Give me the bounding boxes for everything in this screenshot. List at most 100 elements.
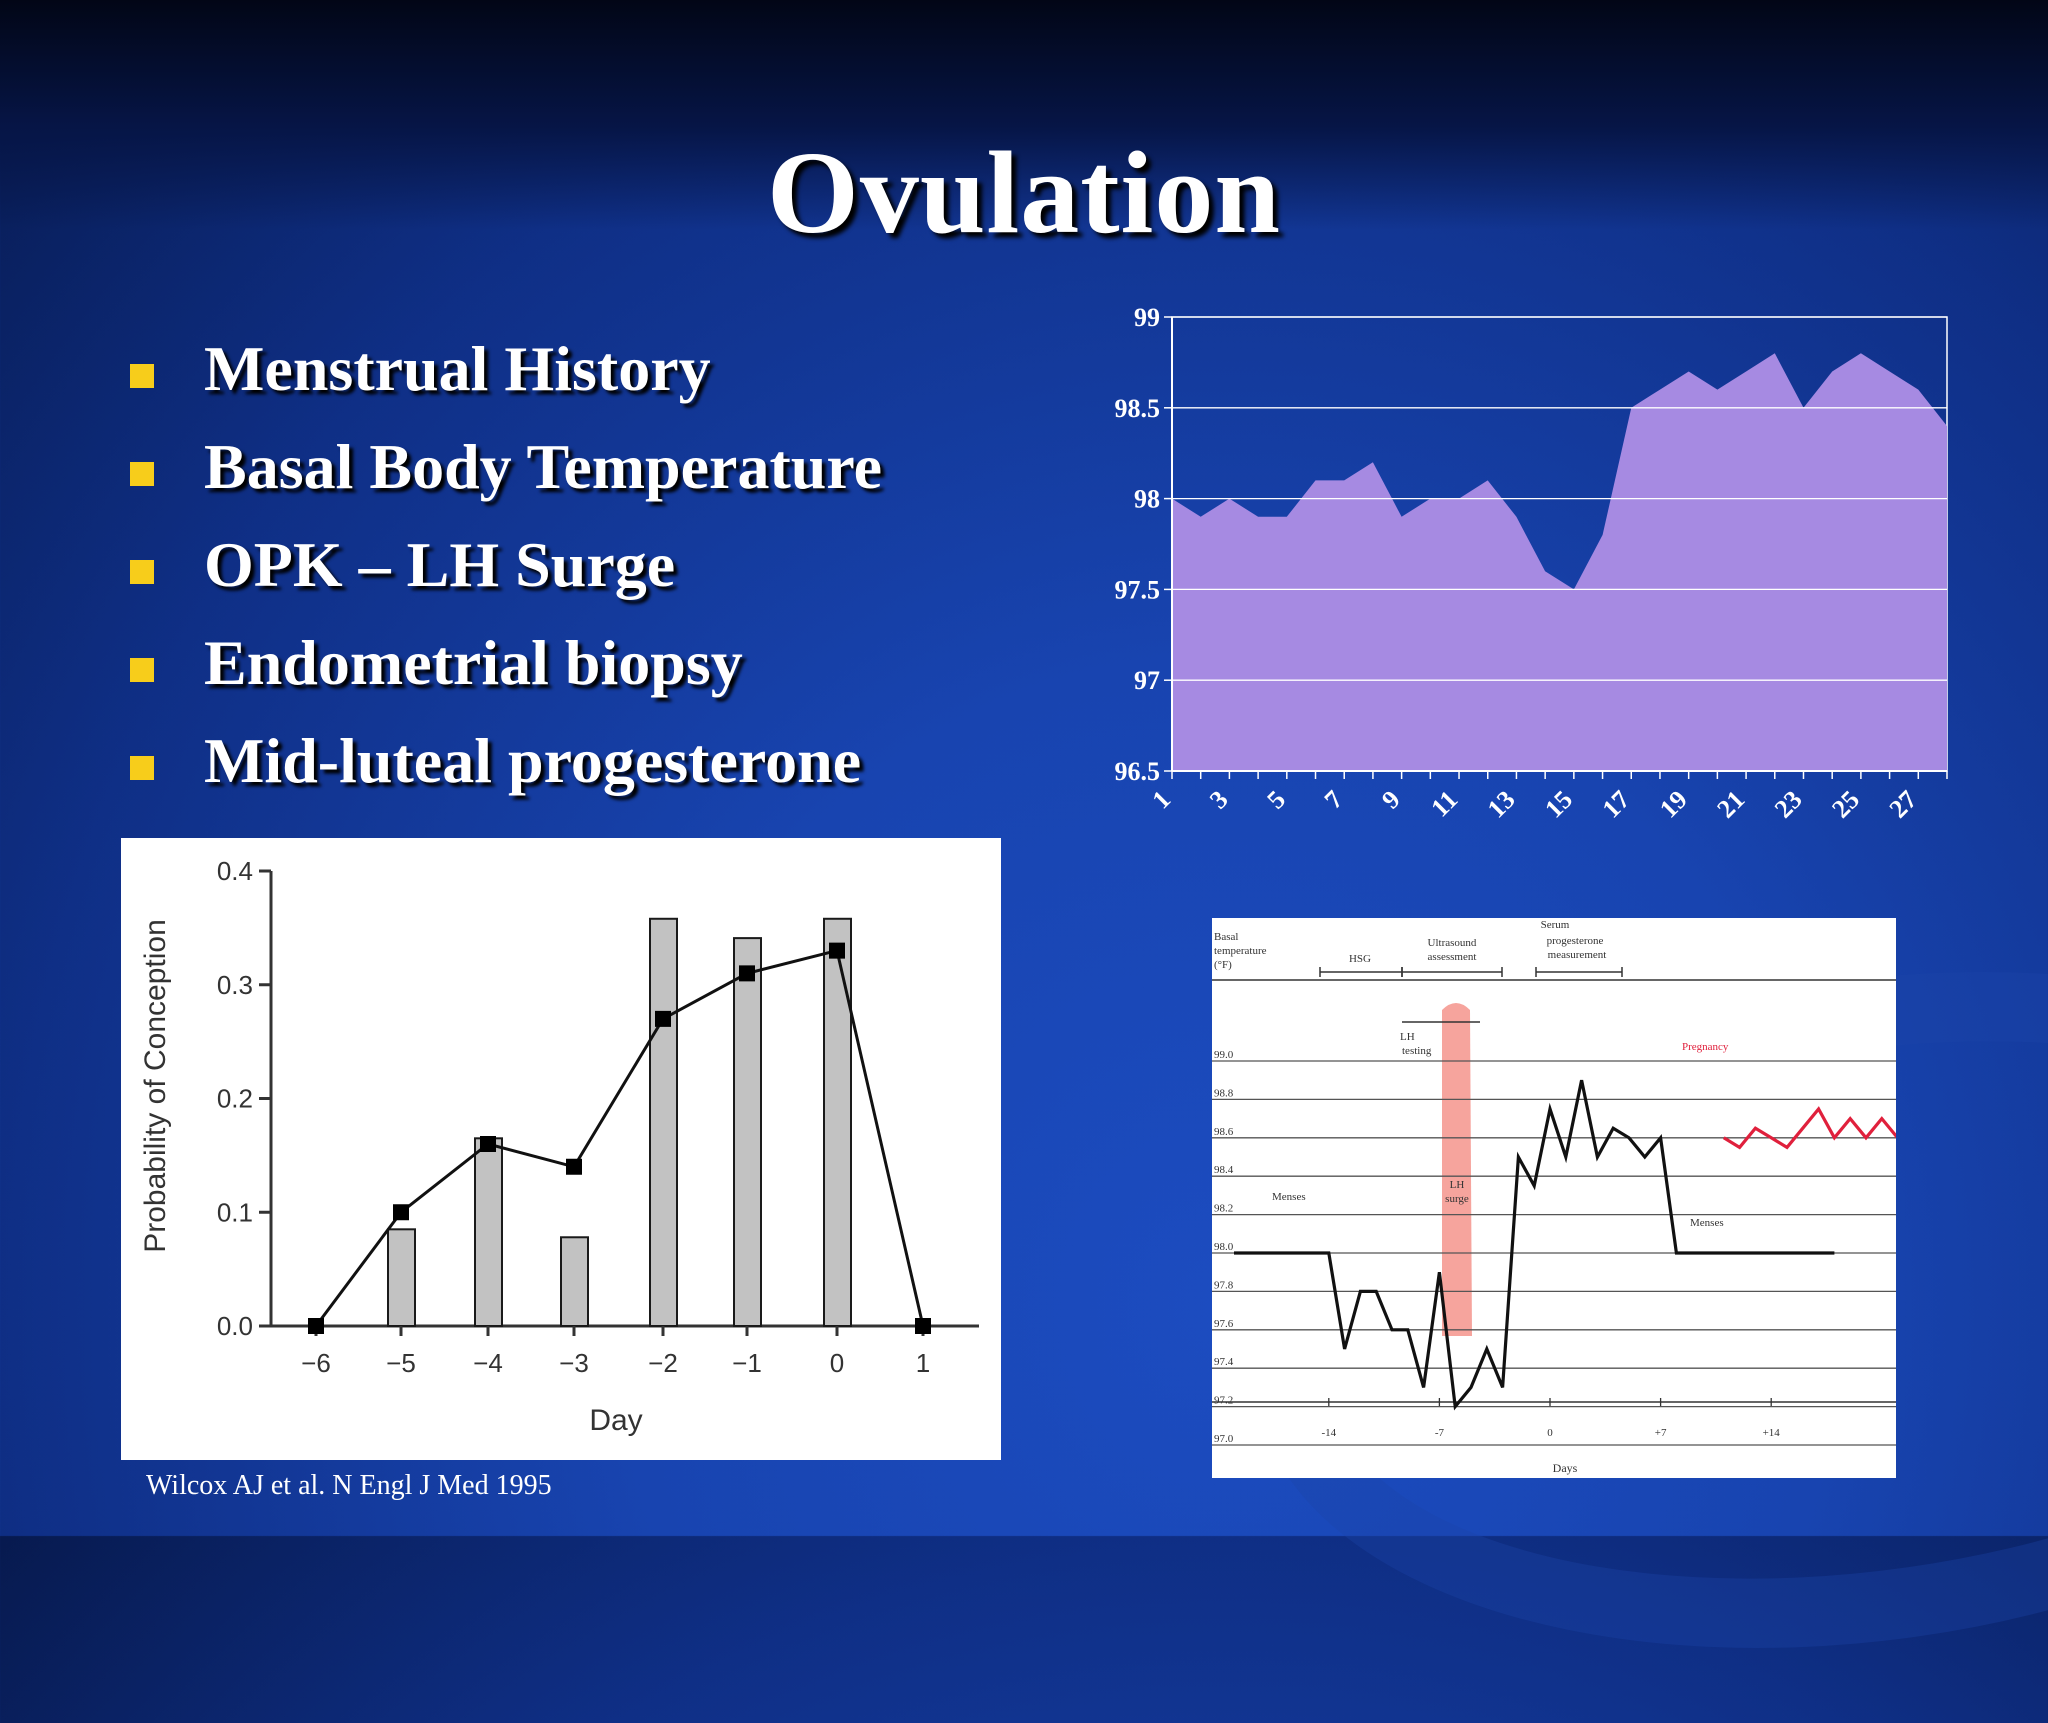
lh-testing-label: testing xyxy=(1402,1045,1432,1057)
chart-background xyxy=(1212,918,1896,1478)
y-tick-label: 97.8 xyxy=(1214,1279,1234,1291)
y-tick-label: 96.5 xyxy=(1115,757,1161,786)
bullet-text: Mid-luteal progesterone xyxy=(204,725,862,796)
pregnancy-line xyxy=(1722,1106,1896,1150)
x-tick-label: 0 xyxy=(1547,1427,1553,1439)
square-bullet-icon xyxy=(130,364,154,388)
pregnancy-label: Pregnancy xyxy=(1682,1041,1729,1053)
x-tick-label: 0 xyxy=(830,1348,844,1378)
x-tick-label: 13 xyxy=(1482,785,1521,824)
x-tick-label: 25 xyxy=(1826,785,1865,824)
lh-surge-band xyxy=(1442,1003,1472,1336)
y-tick-label: 98.2 xyxy=(1214,1203,1233,1215)
probability-bar xyxy=(823,917,852,1328)
x-tick-label: 9 xyxy=(1376,785,1406,815)
conception-probability-chart: 0.0 0.1 0.2 0.3 0.4 −6 −5 −4 −3 −2 −1 0 1 Day Probabil… xyxy=(121,838,1001,1460)
x-tick-label: −4 xyxy=(473,1348,503,1378)
lh-surge-label: surge xyxy=(1445,1193,1469,1205)
x-tick-label: 27 xyxy=(1884,785,1923,824)
square-bullet-icon xyxy=(130,756,154,780)
y-tick-label: 98.4 xyxy=(1214,1164,1234,1176)
x-axis-title: Day xyxy=(589,1404,642,1437)
y-tick-label: 98.5 xyxy=(1115,394,1161,423)
ultrasound-label: assessment xyxy=(1428,951,1477,963)
x-tick-label: −6 xyxy=(301,1348,331,1378)
cycle-timeline-chart: Basal temperature (°F) HSG Ultrasound assessm… xyxy=(1212,918,1896,1478)
y-tick-label: 99 xyxy=(1134,303,1160,332)
x-tick-label: -14 xyxy=(1321,1427,1336,1439)
data-point-marker xyxy=(480,1136,496,1152)
x-tick-label: 3 xyxy=(1204,785,1234,815)
y-tick-label: 0.2 xyxy=(217,1084,253,1114)
bbt-label: temperature xyxy=(1214,945,1267,957)
bullet-text: OPK – LH Surge xyxy=(204,529,676,600)
x-tick-label: 23 xyxy=(1769,785,1808,824)
y-tick-label: 98.0 xyxy=(1214,1241,1234,1253)
data-point-marker xyxy=(566,1158,582,1175)
y-tick-label: 97.4 xyxy=(1214,1356,1234,1368)
data-point-marker xyxy=(915,1318,931,1334)
x-tick-label: −3 xyxy=(559,1348,589,1378)
x-tick-label: 5 xyxy=(1261,785,1291,815)
menses-label: Menses xyxy=(1272,1191,1306,1203)
y-tick-label: 97.2 xyxy=(1214,1395,1233,1407)
probability-bar xyxy=(387,1228,416,1327)
menses-end-label: Menses xyxy=(1690,1217,1724,1229)
y-tick-label: 97.6 xyxy=(1214,1318,1234,1330)
progesterone-label: measurement xyxy=(1548,949,1607,961)
data-point-marker xyxy=(393,1204,409,1221)
x-tick-label: 17 xyxy=(1597,785,1636,824)
x-tick-label: 7 xyxy=(1319,785,1349,815)
probability-bar xyxy=(474,1137,503,1327)
x-tick-label: −5 xyxy=(386,1348,416,1378)
lh-surge-label: LH xyxy=(1450,1179,1465,1191)
y-tick-label: 97.0 xyxy=(1214,1433,1234,1445)
square-bullet-icon xyxy=(130,560,154,584)
x-tick-label: +7 xyxy=(1655,1427,1667,1439)
data-point-marker xyxy=(308,1318,324,1334)
bbt-label: Basal xyxy=(1214,931,1238,943)
square-bullet-icon xyxy=(130,658,154,682)
hsg-label: HSG xyxy=(1349,953,1371,965)
x-tick-label: 1 xyxy=(916,1348,930,1378)
y-tick-label: 0.3 xyxy=(217,970,253,1000)
bullet-text: Endometrial biopsy xyxy=(204,627,743,698)
bullet-text: Basal Body Temperature xyxy=(204,431,882,502)
probability-bar xyxy=(733,937,762,1328)
y-axis-title: Probability of Conception xyxy=(139,919,172,1253)
x-tick-label: 19 xyxy=(1654,785,1693,824)
y-tick-label: 98 xyxy=(1134,485,1160,514)
x-tick-label: -7 xyxy=(1435,1427,1445,1439)
citation: Wilcox AJ et al. N Engl J Med 1995 xyxy=(146,1470,552,1501)
lh-testing-label: LH xyxy=(1400,1031,1415,1043)
data-point-marker xyxy=(739,965,755,982)
x-tick-label: 1 xyxy=(1147,785,1177,815)
x-tick-label: 15 xyxy=(1539,785,1578,824)
probability-line xyxy=(314,948,925,1327)
progesterone-label: progesterone xyxy=(1547,935,1604,947)
bullet-text: Menstrual History xyxy=(204,333,711,404)
chart-background xyxy=(121,838,1001,1460)
slide-title: Ovulation xyxy=(767,127,1281,258)
y-tick-label: 97.5 xyxy=(1115,575,1161,604)
data-point-marker xyxy=(655,1010,671,1027)
square-bullet-icon xyxy=(130,462,154,486)
bbt-label: (°F) xyxy=(1214,959,1232,971)
y-tick-label: 0.0 xyxy=(217,1311,253,1341)
probability-bar xyxy=(560,1236,589,1327)
x-tick-label: 11 xyxy=(1425,785,1463,823)
progesterone-label: Serum xyxy=(1541,919,1570,931)
y-tick-label: 0.1 xyxy=(217,1197,253,1227)
x-tick-label: +14 xyxy=(1763,1427,1781,1439)
x-tick-label: 21 xyxy=(1711,785,1750,824)
y-tick-label: 0.4 xyxy=(217,856,253,886)
x-tick-label: −1 xyxy=(732,1348,762,1378)
y-tick-label: 98.6 xyxy=(1214,1126,1234,1138)
probability-bar xyxy=(649,917,678,1328)
y-tick-label: 98.8 xyxy=(1214,1087,1234,1099)
y-tick-label: 99.0 xyxy=(1214,1049,1234,1061)
ultrasound-label: Ultrasound xyxy=(1428,937,1477,949)
x-tick-label: −2 xyxy=(648,1348,678,1378)
temperature-area xyxy=(1172,353,1947,771)
